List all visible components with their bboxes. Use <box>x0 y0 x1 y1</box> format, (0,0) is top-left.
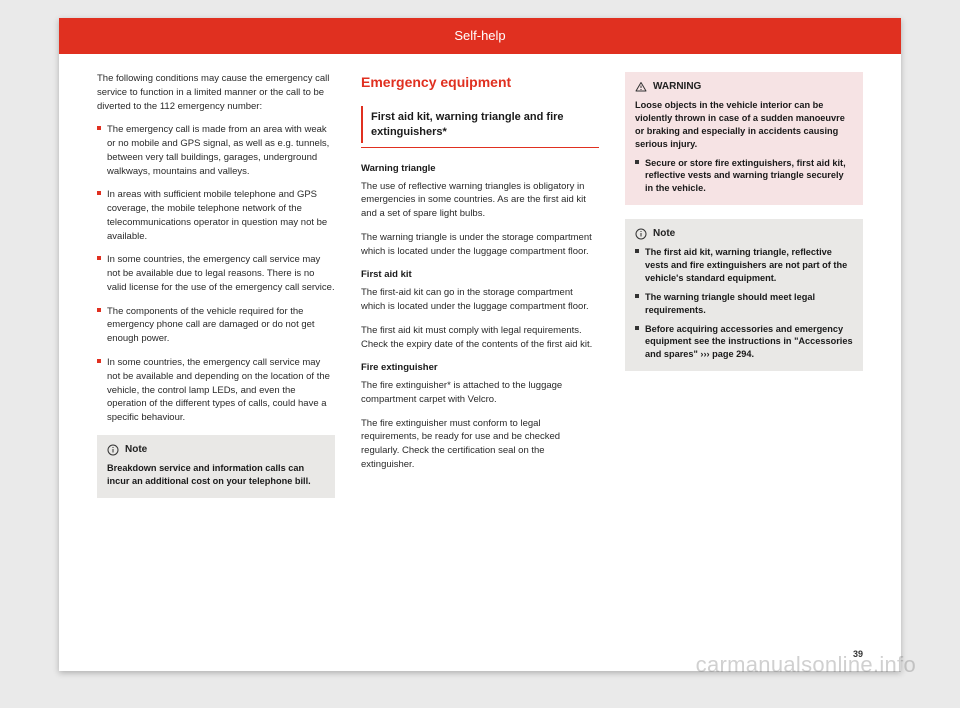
note-callout: Note Breakdown service and information c… <box>97 435 335 498</box>
body-paragraph: The first-aid kit can go in the storage … <box>361 286 599 314</box>
note-bullet: The first aid kit, warning triangle, ref… <box>635 246 853 285</box>
info-icon <box>107 444 119 456</box>
subsection-underline <box>361 147 599 148</box>
note-bullet: Before acquiring accessories and emergen… <box>635 323 853 362</box>
warning-icon <box>635 81 647 93</box>
note-bullet-tail: . <box>751 349 754 359</box>
column-2: Emergency equipment First aid kit, warni… <box>361 72 599 643</box>
note-bullet: The warning triangle should meet legal r… <box>635 291 853 317</box>
warning-intro: Loose objects in the vehicle interior ca… <box>635 99 853 151</box>
manual-page: Self-help The following conditions may c… <box>59 18 901 671</box>
body-paragraph: The warning triangle is under the storag… <box>361 231 599 259</box>
column-container: The following conditions may cause the e… <box>97 72 863 643</box>
warning-title: WARNING <box>653 80 701 94</box>
body-paragraph: The fire extinguisher* is attached to th… <box>361 379 599 407</box>
header-title: Self-help <box>454 28 505 43</box>
body-paragraph: The first aid kit must comply with legal… <box>361 324 599 352</box>
note-heading: Note <box>635 227 853 241</box>
note-title: Note <box>653 227 675 241</box>
info-icon <box>635 228 647 240</box>
bullet-item: The components of the vehicle required f… <box>97 305 335 346</box>
column-1: The following conditions may cause the e… <box>97 72 335 643</box>
warning-callout: WARNING Loose objects in the vehicle int… <box>625 72 863 205</box>
note-heading: Note <box>107 443 325 457</box>
sub-heading: Fire extinguisher <box>361 361 599 375</box>
bullet-item: In some countries, the emergency call se… <box>97 356 335 425</box>
column-3: WARNING Loose objects in the vehicle int… <box>625 72 863 643</box>
bullet-item: In areas with sufficient mobile telephon… <box>97 188 335 243</box>
note-body: Breakdown service and information calls … <box>107 462 325 488</box>
header-band: Self-help <box>59 18 901 54</box>
body-paragraph: The use of reflective warning triangles … <box>361 180 599 221</box>
sub-heading: Warning triangle <box>361 162 599 176</box>
page-number: 39 <box>853 649 863 659</box>
page-reference: ››› page 294 <box>700 349 751 359</box>
warning-bullet: Secure or store fire extinguishers, firs… <box>635 157 853 196</box>
subsection-title: First aid kit, warning triangle and fire… <box>361 106 599 143</box>
bullet-item: In some countries, the emergency call se… <box>97 253 335 294</box>
intro-paragraph: The following conditions may cause the e… <box>97 72 335 113</box>
body-paragraph: The fire extinguisher must conform to le… <box>361 417 599 472</box>
note-callout: Note The first aid kit, warning triangle… <box>625 219 863 371</box>
section-title: Emergency equipment <box>361 72 599 92</box>
bullet-item: The emergency call is made from an area … <box>97 123 335 178</box>
note-title: Note <box>125 443 147 457</box>
warning-heading: WARNING <box>635 80 853 94</box>
sub-heading: First aid kit <box>361 268 599 282</box>
